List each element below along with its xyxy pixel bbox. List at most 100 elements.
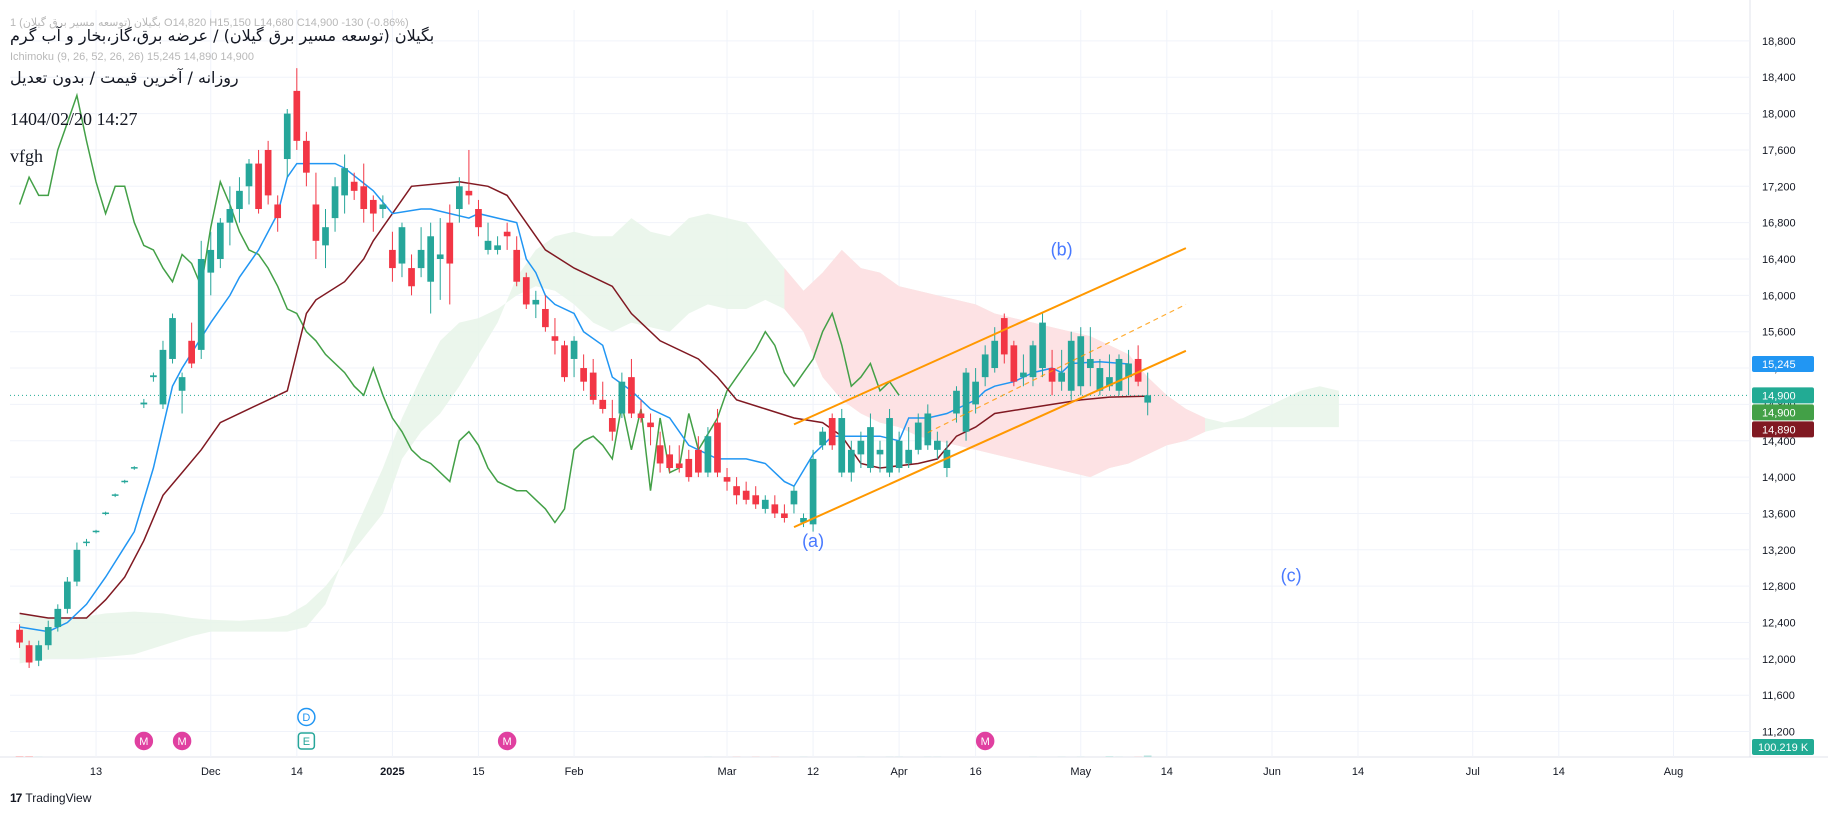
candle-body: [475, 209, 482, 227]
wave-label: (a): [802, 531, 824, 551]
candle: [1011, 341, 1018, 386]
lagging-span-line: [20, 95, 900, 522]
candle: [265, 141, 272, 205]
y-tick-label: 18,800: [1762, 36, 1796, 48]
y-tick-label: 18,400: [1762, 72, 1796, 84]
candle-body: [628, 377, 635, 413]
candle: [724, 468, 731, 491]
candle: [1116, 354, 1123, 395]
price-axis-label-text: 14,900: [1762, 407, 1796, 419]
candle: [485, 223, 492, 255]
chart-subtitle: روزانه / آخرین قیمت / بدون تعدیل: [10, 68, 239, 87]
candle: [504, 223, 511, 250]
candle-body: [380, 204, 387, 209]
candle: [542, 295, 549, 331]
candle-body: [93, 531, 100, 533]
tradingview-brand[interactable]: 17 TradingView: [10, 791, 91, 805]
ichimoku-legend: Ichimoku (9, 26, 52, 26, 26) 15,245 14,8…: [10, 51, 254, 63]
candle-body: [771, 504, 778, 513]
candle-body: [1077, 336, 1084, 386]
candle-body: [54, 609, 61, 627]
candle-body: [571, 341, 578, 359]
candle-body: [1058, 373, 1065, 382]
candle-body: [532, 300, 539, 305]
candle-body: [695, 450, 702, 473]
event-marker-text: M: [503, 736, 512, 748]
wave-label: (b): [1051, 239, 1073, 259]
candle-body: [1116, 359, 1123, 391]
candle: [685, 450, 692, 482]
chart-datetime: 1404/02/20 14:27: [10, 109, 138, 130]
candle: [169, 314, 176, 364]
event-marker-text: M: [981, 736, 990, 748]
candle-body: [1068, 341, 1075, 391]
candle: [1077, 327, 1084, 395]
candle-body: [1030, 345, 1037, 377]
candle-body: [1039, 323, 1046, 368]
candle: [141, 399, 148, 408]
candle-body: [255, 164, 262, 209]
candle: [561, 341, 568, 382]
x-tick-label: Jun: [1263, 766, 1281, 778]
candle-body: [972, 382, 979, 405]
candle: [513, 236, 520, 286]
candle-body: [838, 418, 845, 473]
x-tick-label: Feb: [565, 766, 584, 778]
candle-body: [188, 341, 195, 364]
candle-body: [619, 382, 626, 414]
candle-body: [1087, 359, 1094, 368]
candle-body: [408, 268, 415, 286]
event-marker-d: D: [298, 709, 315, 726]
y-tick-label: 17,200: [1762, 181, 1796, 193]
candle-body: [867, 427, 874, 468]
candle-body: [580, 368, 587, 382]
candle: [227, 186, 234, 245]
y-tick-label: 12,400: [1762, 618, 1796, 630]
candle: [427, 223, 434, 314]
volume-bar: [1144, 755, 1152, 757]
candle-body: [485, 241, 492, 250]
candle-body: [561, 345, 568, 377]
x-tick-label: 14: [1352, 766, 1364, 778]
candle: [446, 204, 453, 304]
candle-body: [83, 542, 90, 544]
candle-body: [217, 223, 224, 259]
candle-body: [752, 495, 759, 504]
candle-body: [341, 168, 348, 195]
candle: [284, 109, 291, 177]
x-tick-label: 2025: [380, 766, 404, 778]
candle: [93, 530, 100, 534]
brand-label: TradingView: [25, 791, 91, 805]
y-tick-label: 12,000: [1762, 654, 1796, 666]
candle: [64, 577, 71, 613]
candle: [705, 427, 712, 477]
candle-body: [494, 245, 501, 250]
candle-body: [160, 350, 167, 405]
candle-body: [1020, 373, 1027, 378]
candle-body: [35, 645, 42, 660]
candle-body: [112, 494, 119, 496]
candle-body: [924, 413, 931, 445]
y-tick-label: 13,600: [1762, 508, 1796, 520]
candle-body: [781, 513, 788, 518]
candle: [313, 173, 320, 259]
y-tick-label: 14,400: [1762, 436, 1796, 448]
event-marker-m: M: [499, 733, 516, 750]
candle-body: [64, 582, 71, 609]
candle: [762, 495, 769, 513]
candle-body: [810, 459, 817, 524]
candle: [590, 359, 597, 404]
y-tick-label: 16,000: [1762, 290, 1796, 302]
candle-body: [274, 204, 281, 218]
event-marker-text: E: [303, 736, 310, 748]
candle-body: [427, 236, 434, 281]
candle: [179, 373, 186, 414]
chart-title: بگیلان (توسعه مسیر برق گیلان) / عرضه برق…: [10, 26, 434, 45]
candle: [1068, 332, 1075, 400]
chart-user: vfgh: [10, 146, 43, 167]
candle-body: [284, 114, 291, 159]
candle: [131, 466, 138, 470]
tradingview-logo-icon: 17: [10, 791, 21, 805]
